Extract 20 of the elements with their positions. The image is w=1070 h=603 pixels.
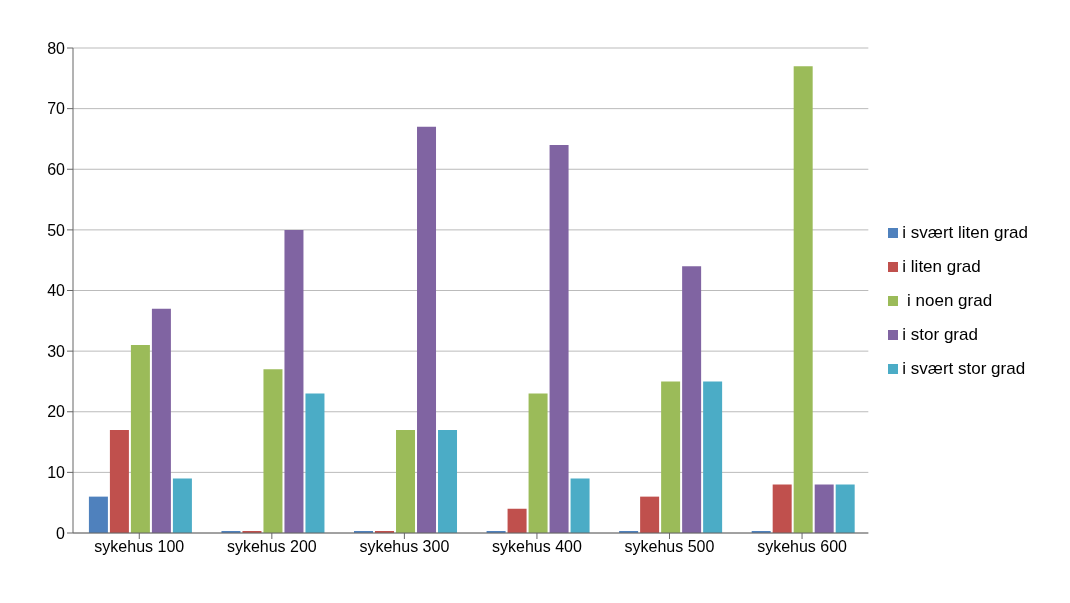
y-tick-label: 60 xyxy=(47,160,66,178)
legend-label: i stor grad xyxy=(902,324,978,344)
y-tick-label: 50 xyxy=(47,221,66,239)
y-tick-label: 40 xyxy=(47,282,66,300)
legend-label: i svært stor grad xyxy=(902,358,1026,378)
y-tick-label: 80 xyxy=(47,39,66,57)
legend-label: i noen grad xyxy=(906,290,993,310)
y-tick-label: 0 xyxy=(56,524,66,542)
legend-label: i svært liten grad xyxy=(902,222,1028,242)
y-tick-label: 10 xyxy=(47,464,66,482)
x-tick-label: sykehus 400 xyxy=(492,538,582,556)
y-tick-label: 70 xyxy=(47,100,66,118)
x-tick-label: sykehus 100 xyxy=(94,538,185,556)
x-tick-label: sykehus 500 xyxy=(624,538,715,556)
legend-label: i liten grad xyxy=(902,256,981,276)
y-tick-label: 30 xyxy=(47,342,66,360)
x-tick-label: sykehus 600 xyxy=(757,538,848,556)
x-tick-label: sykehus 300 xyxy=(359,538,450,556)
y-tick-label: 20 xyxy=(47,403,66,421)
x-tick-label: sykehus 200 xyxy=(226,538,317,556)
